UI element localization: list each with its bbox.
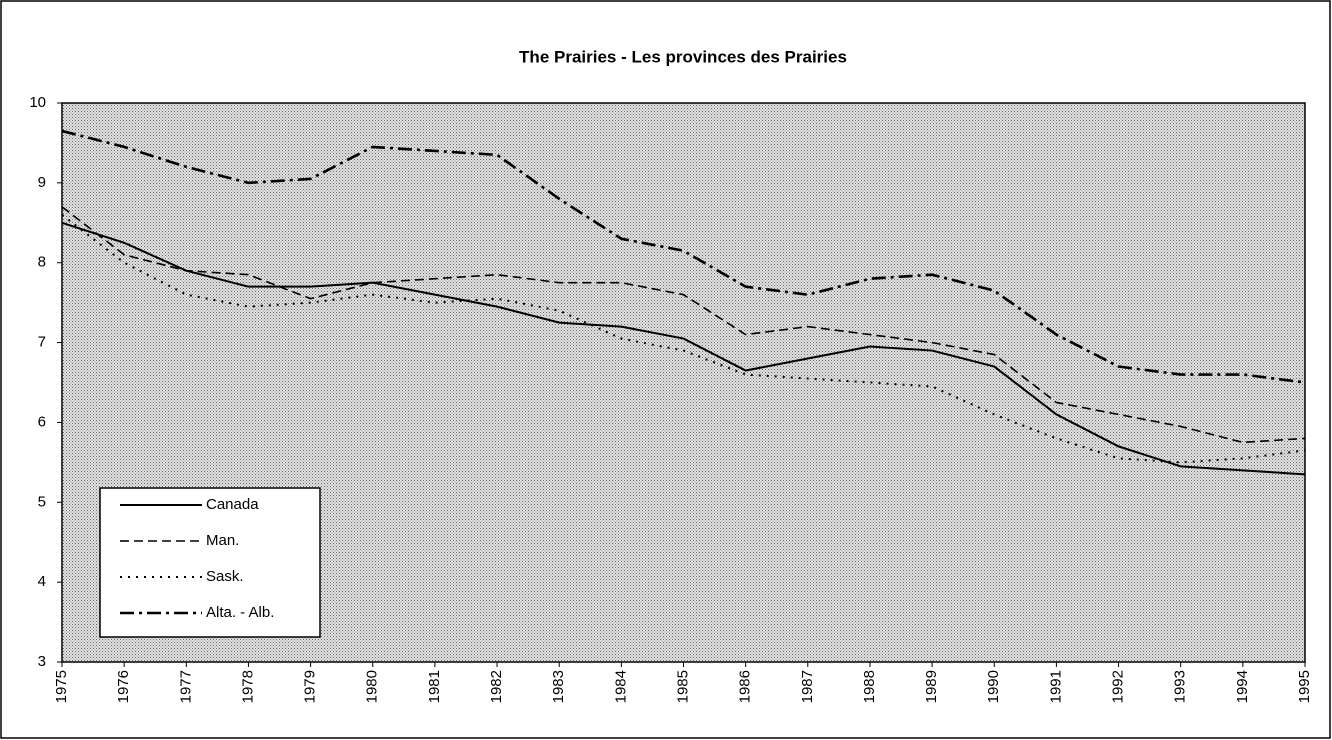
legend-label: Man.	[206, 532, 239, 549]
y-tick-label: 6	[38, 413, 46, 430]
y-tick-label: 10	[29, 94, 46, 111]
x-tick-label: 1975	[53, 670, 70, 703]
legend-label: Alta. - Alb.	[206, 604, 274, 621]
x-tick-label: 1976	[115, 670, 132, 703]
x-tick-label: 1993	[1172, 670, 1189, 703]
series-line	[61, 214, 1306, 464]
x-tick-label: 1991	[1047, 670, 1064, 703]
x-tick-label: 1994	[1234, 670, 1251, 703]
series-line	[61, 206, 1306, 444]
x-tick-label: 1979	[302, 670, 319, 703]
x-tick-label: 1989	[923, 670, 940, 703]
series-line	[61, 129, 1306, 384]
x-tick-label: 1978	[239, 670, 256, 703]
series-line	[61, 221, 1306, 476]
x-tick-label: 1984	[612, 670, 629, 703]
x-tick-label: 1982	[488, 670, 505, 703]
y-tick-label: 9	[38, 174, 46, 191]
y-tick-label: 7	[38, 334, 46, 351]
legend-box	[99, 487, 321, 638]
x-tick-label: 1990	[985, 670, 1002, 703]
y-tick-label: 3	[38, 653, 46, 670]
y-tick-label: 4	[38, 573, 46, 590]
x-tick-label: 1980	[364, 670, 381, 703]
x-tick-label: 1988	[861, 670, 878, 703]
x-tick-label: 1985	[674, 670, 691, 703]
x-tick-label: 1992	[1110, 670, 1127, 703]
x-tick-label: 1995	[1296, 670, 1313, 703]
legend-label: Sask.	[206, 568, 244, 585]
chart-title: The Prairies - Les provinces des Prairie…	[519, 47, 847, 66]
x-tick-label: 1986	[737, 670, 754, 703]
x-tick-label: 1983	[550, 670, 567, 703]
x-tick-label: 1977	[177, 670, 194, 703]
y-tick-label: 8	[38, 254, 46, 271]
y-tick-label: 5	[38, 493, 46, 510]
x-tick-label: 1981	[426, 670, 443, 703]
x-tick-label: 1987	[799, 670, 816, 703]
legend-label: Canada	[206, 496, 259, 513]
